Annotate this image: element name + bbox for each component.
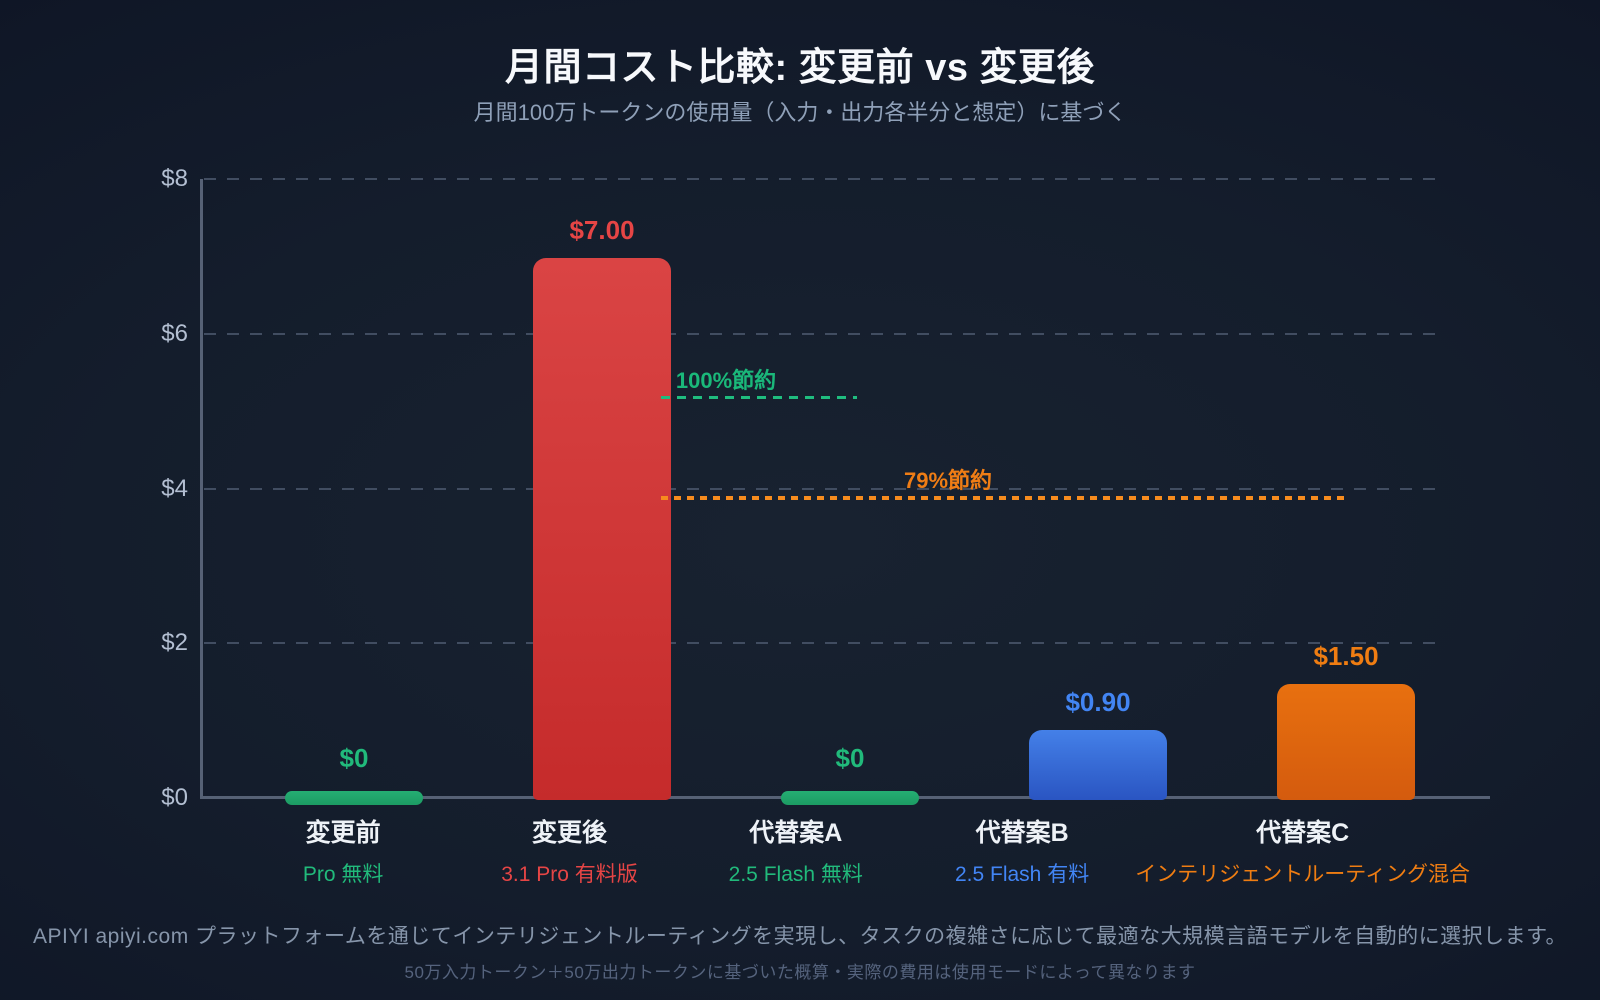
y-tick-label: $2 (161, 629, 188, 657)
category-sublabel: Pro 無料 (302, 863, 384, 886)
category-label: 代替案C (1256, 819, 1350, 847)
bar-column-代替案C: $1.50 (1222, 179, 1470, 800)
gridline-$4 (204, 487, 1440, 490)
bar-column-代替案A: $0 (726, 179, 974, 805)
bar-column-変更前: $0 (230, 179, 478, 805)
bar-代替案C (1277, 683, 1415, 800)
bar-変更前 (285, 791, 423, 805)
category-label: 変更前 (305, 819, 381, 847)
gridline-$6 (204, 332, 1440, 335)
gridline-$8 (204, 178, 1440, 180)
bar-value-label: $0 (835, 743, 865, 773)
x-label-cell: 変更後 3.1 Pro 有料版 (456, 813, 682, 888)
bar-column-代替案B: $0.90 (974, 179, 1222, 800)
category-label: 代替案A (749, 819, 843, 847)
bar-value-label: $1.50 (1313, 640, 1379, 671)
chart-title: 月間コスト比較: 変更前 vs 変更後 (504, 47, 1096, 89)
category-sublabel: 3.1 Pro 有料版 (501, 863, 638, 886)
footnote-text: 50万入力トークン＋50万出力トークンに基づいた概算・実際の費用は使用モードによ… (404, 963, 1196, 982)
category-sublabel: インテリジェントルーティング混合 (1135, 863, 1470, 886)
bar-value-label: $0.90 (1065, 687, 1131, 718)
dashed-line-green (661, 395, 857, 399)
bar-value-label: $7.00 (569, 215, 635, 246)
gridline-$2 (204, 642, 1440, 645)
y-tick-label: $0 (161, 784, 188, 811)
bar-column-変更後: $7.00 (478, 179, 726, 800)
category-sublabel: 2.5 Flash 有料 (954, 863, 1090, 886)
footer-text: APIYI apiyi.com プラットフォームを通じてインテリジェントルーティ… (32, 925, 1568, 948)
bar-代替案A (781, 791, 919, 805)
plot-area: $0 $2 $4 $6 $8 100%節約 79%節約 (161, 165, 1490, 811)
x-label-cell: 代替案B 2.5 Flash 有料 (909, 813, 1135, 888)
x-label-cell: 代替案C インテリジェントルーティング混合 (1135, 813, 1470, 888)
bar-value-label: $0 (339, 743, 369, 773)
plot-columns: $0 $7.00 $0 $0.90 $1.50 (230, 179, 1470, 805)
x-label-cell: 代替案A 2.5 Flash 無料 (683, 813, 909, 888)
savings-label-79pct: 79%節約 (903, 468, 993, 494)
category-sublabel: 2.5 Flash 無料 (728, 863, 863, 886)
bar-変更後 (533, 258, 671, 800)
bar-代替案B (1029, 730, 1167, 800)
y-axis-line (200, 179, 203, 798)
y-tick-label: $8 (161, 165, 188, 192)
category-label: 変更後 (531, 819, 607, 847)
chart-subtitle: 月間100万トークンの使用量（入力・出力各半分と想定）に基づく (473, 100, 1127, 125)
category-label: 代替案B (975, 819, 1069, 847)
x-labels: 変更前 Pro 無料 変更後 3.1 Pro 有料版 代替案A 2.5 Flash 無料代… (230, 813, 1470, 888)
dashed-line-orange (661, 496, 1350, 501)
savings-label-100pct: 100%節約 (675, 367, 777, 393)
x-label-cell: 変更前 Pro 無料 (230, 813, 456, 888)
y-tick-label: $6 (161, 319, 188, 347)
y-tick-label: $4 (161, 474, 188, 502)
